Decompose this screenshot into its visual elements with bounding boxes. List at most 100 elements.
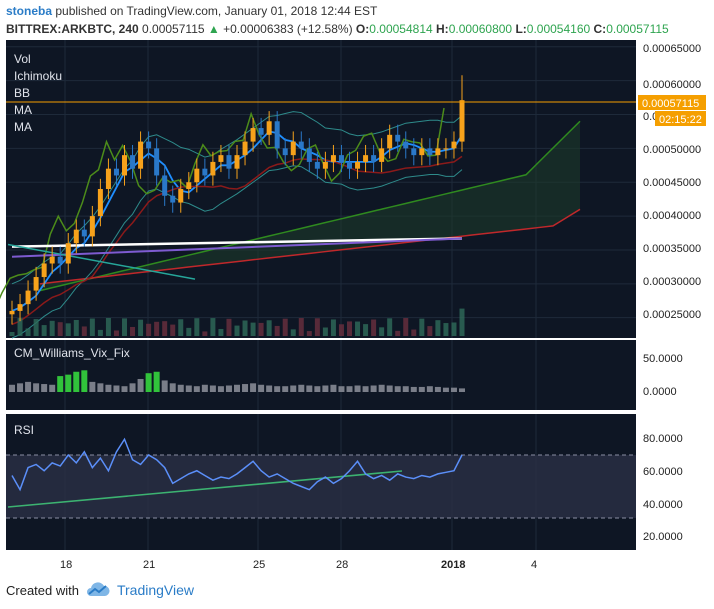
main-legend: Vol Ichimoku BB MA MA [14,52,62,134]
wvf-bar [105,384,112,392]
candle-body [435,148,441,156]
price-axis[interactable]: 0.00065000 0.00060000 0.00055000 0.00050… [638,43,706,321]
wvf-bar [41,384,48,392]
candle-body [298,141,304,149]
wvf-bar [169,383,176,392]
volume-bar [395,330,401,336]
volume-bar [306,331,312,336]
wvf-bar [394,386,401,392]
rsi-band-fill [6,455,636,518]
candle-body [427,148,433,156]
wvf-bar [386,385,393,392]
candle-body [282,148,288,156]
wvf-bar [426,386,433,392]
wvf-bar [25,381,32,392]
volume-bar [218,328,224,336]
volume-bar [73,319,79,336]
volume-bar [57,322,63,336]
wvf-bar [137,378,144,392]
wvf-bar [290,385,297,392]
legend-bb[interactable]: BB [14,86,30,100]
cloud-fill [40,121,580,291]
price-change: +0.00006383 (+12.58%) [223,22,353,36]
chikou-line [0,107,445,300]
time-tick: 28 [336,559,348,571]
volume-bar [9,332,15,336]
tradingview-cloud-icon [86,582,110,596]
candle-body [387,134,393,149]
wvf-bar [161,380,168,392]
wvf-bar [129,383,136,392]
wvf-bar [242,384,249,392]
legend-vol[interactable]: Vol [14,52,31,66]
wvf-bar [81,370,88,392]
candle-body [122,155,127,176]
candle-body [451,141,457,149]
volume-bar [89,318,95,336]
volume-bar [459,308,465,336]
wvf-bar [402,386,409,392]
wvf-bar [442,387,449,392]
legend-ma-1[interactable]: MA [14,103,32,117]
created-with-label: Created with [6,582,79,598]
wvf-bar [378,384,385,392]
indicator-lines [0,107,463,339]
wvf-bar [346,386,353,392]
candle-body [314,161,320,169]
wvf-bar [354,385,361,392]
rsi-tick: 20.0000 [643,531,683,543]
candle-body [17,304,23,311]
wvf-bar [298,384,305,392]
price-trendline [7,243,196,280]
volume-bar [49,320,55,336]
candle-body [89,216,95,237]
volume-bar [419,318,425,336]
author-name[interactable]: stoneba [6,4,53,18]
time-axis[interactable]: 18 21 25 28 2018 4 [60,559,537,571]
volume-bar [266,320,272,336]
legend-ma-2[interactable]: MA [14,120,32,134]
wvf-bar [410,386,417,392]
rsi-trendline [7,470,403,508]
volume-bar [427,326,433,336]
wvf-bar [322,385,329,392]
wvf-pane-title[interactable]: CM_Williams_Vix_Fix [14,346,130,360]
wvf-bar [306,385,313,392]
volume-bar [338,324,344,336]
wvf-bar [177,384,184,392]
volume-bar [130,326,136,336]
time-tick: 4 [531,559,537,571]
price-tick: 0.00045000 [643,177,701,189]
legend-ichimoku[interactable]: Ichimoku [14,69,62,83]
time-tick: 25 [253,559,265,571]
low-value: 0.00054160 [526,22,591,36]
wvf-bar [73,371,80,392]
candle-body [65,243,71,264]
symbol-label: BITTREX:ARKBTC, 240 [6,22,139,36]
price-tick: 0.00030000 [643,276,701,288]
rsi-pane-title[interactable]: RSI [14,423,34,437]
candle-body [81,229,87,237]
wvf-pane-bg[interactable] [6,340,636,410]
candle-body [290,141,296,156]
high-value: 0.00060800 [448,22,513,36]
bollinger-upper [11,111,463,285]
volume-bar [258,322,264,336]
price-tick: 0.00050000 [643,144,701,156]
volume-bar [234,325,240,336]
close-label: C: [593,22,607,36]
wvf-bar [89,381,96,392]
tradingview-brand-link[interactable]: TradingView [116,582,195,598]
high-label: H: [436,22,449,36]
volume-bar [242,320,248,336]
price-tick: 0.00025000 [643,309,701,321]
volume-bar [194,318,200,336]
candle-body [443,148,449,150]
candle-body [162,175,168,196]
candle-body [371,155,377,162]
volume-bar [17,318,23,336]
candle-body [49,256,55,264]
candle-body [355,161,361,169]
volume-bar [250,322,256,336]
